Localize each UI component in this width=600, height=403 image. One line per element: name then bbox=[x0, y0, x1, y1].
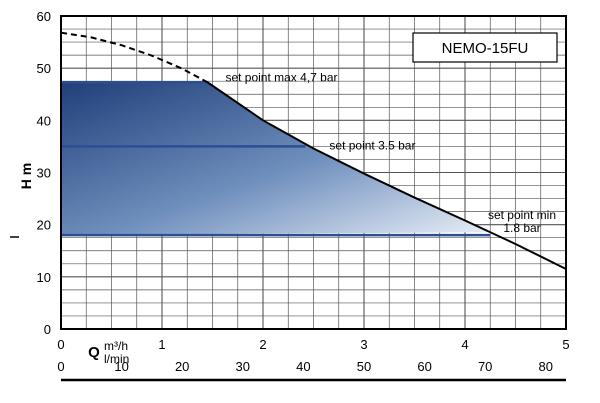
x-tick-label-secondary: 30 bbox=[236, 359, 250, 374]
y-tick-label: 10 bbox=[37, 270, 51, 285]
curve-layer bbox=[60, 31, 567, 270]
curve-dashed-segment bbox=[60, 31, 208, 84]
x-tick-label-secondary: 40 bbox=[296, 359, 310, 374]
y-tick-label: 40 bbox=[37, 113, 51, 128]
x-tick-labels-primary: 0 1 2 3 4 5 bbox=[57, 337, 569, 352]
x-tick-label-secondary: 70 bbox=[478, 359, 492, 374]
x-unit-secondary: l/min bbox=[104, 352, 129, 366]
setpoint-min-label-line1: set point min bbox=[488, 208, 556, 222]
operating-region bbox=[61, 82, 491, 236]
x-tick-label-primary: 2 bbox=[259, 337, 266, 352]
x-tick-label-primary: 4 bbox=[461, 337, 468, 352]
y-tick-label: 0 bbox=[44, 322, 51, 337]
x-tick-labels-secondary: 0 10 20 30 40 50 60 70 80 bbox=[57, 359, 553, 374]
title-box bbox=[412, 32, 558, 63]
setpoint-mid-label: set point 3.5 bar bbox=[329, 138, 415, 152]
chart-title: NEMO-15FU bbox=[442, 40, 529, 57]
x-tick-label-secondary: 0 bbox=[57, 359, 64, 374]
curve-solid-segment bbox=[206, 81, 567, 270]
y-axis-label: H m bbox=[18, 163, 34, 189]
x-tick-label-secondary: 80 bbox=[539, 359, 553, 374]
x-tick-label-secondary: 50 bbox=[357, 359, 371, 374]
x-tick-label-secondary: 10 bbox=[114, 359, 128, 374]
setpoint-annotations: set point max 4,7 bar set point 3.5 bar se… bbox=[225, 70, 556, 235]
x-tick-label-secondary: 60 bbox=[417, 359, 431, 374]
y-tick-label: 20 bbox=[37, 218, 51, 233]
plot-frame bbox=[60, 15, 567, 330]
x-tick-label-primary: 1 bbox=[158, 337, 165, 352]
y-tick-label: 30 bbox=[37, 166, 51, 181]
setpoint-lines bbox=[61, 81, 491, 237]
x-tick-label-primary: 0 bbox=[57, 337, 64, 352]
y-tick-label: 60 bbox=[37, 9, 51, 24]
x-tick-label-secondary: 20 bbox=[175, 359, 189, 374]
x-axis-symbol: Q bbox=[88, 344, 100, 361]
x-unit-primary: m³/h bbox=[104, 339, 128, 353]
y-tick-label: 50 bbox=[37, 61, 51, 76]
setpoint-max-label: set point max 4,7 bar bbox=[225, 70, 337, 84]
setpoint-min-label-line2: 1.8 bar bbox=[503, 221, 540, 235]
y-tick-labels: 0 10 20 30 40 50 60 bbox=[37, 9, 51, 337]
x-tick-label-primary: 5 bbox=[562, 337, 569, 352]
x-tick-label-primary: 3 bbox=[360, 337, 367, 352]
